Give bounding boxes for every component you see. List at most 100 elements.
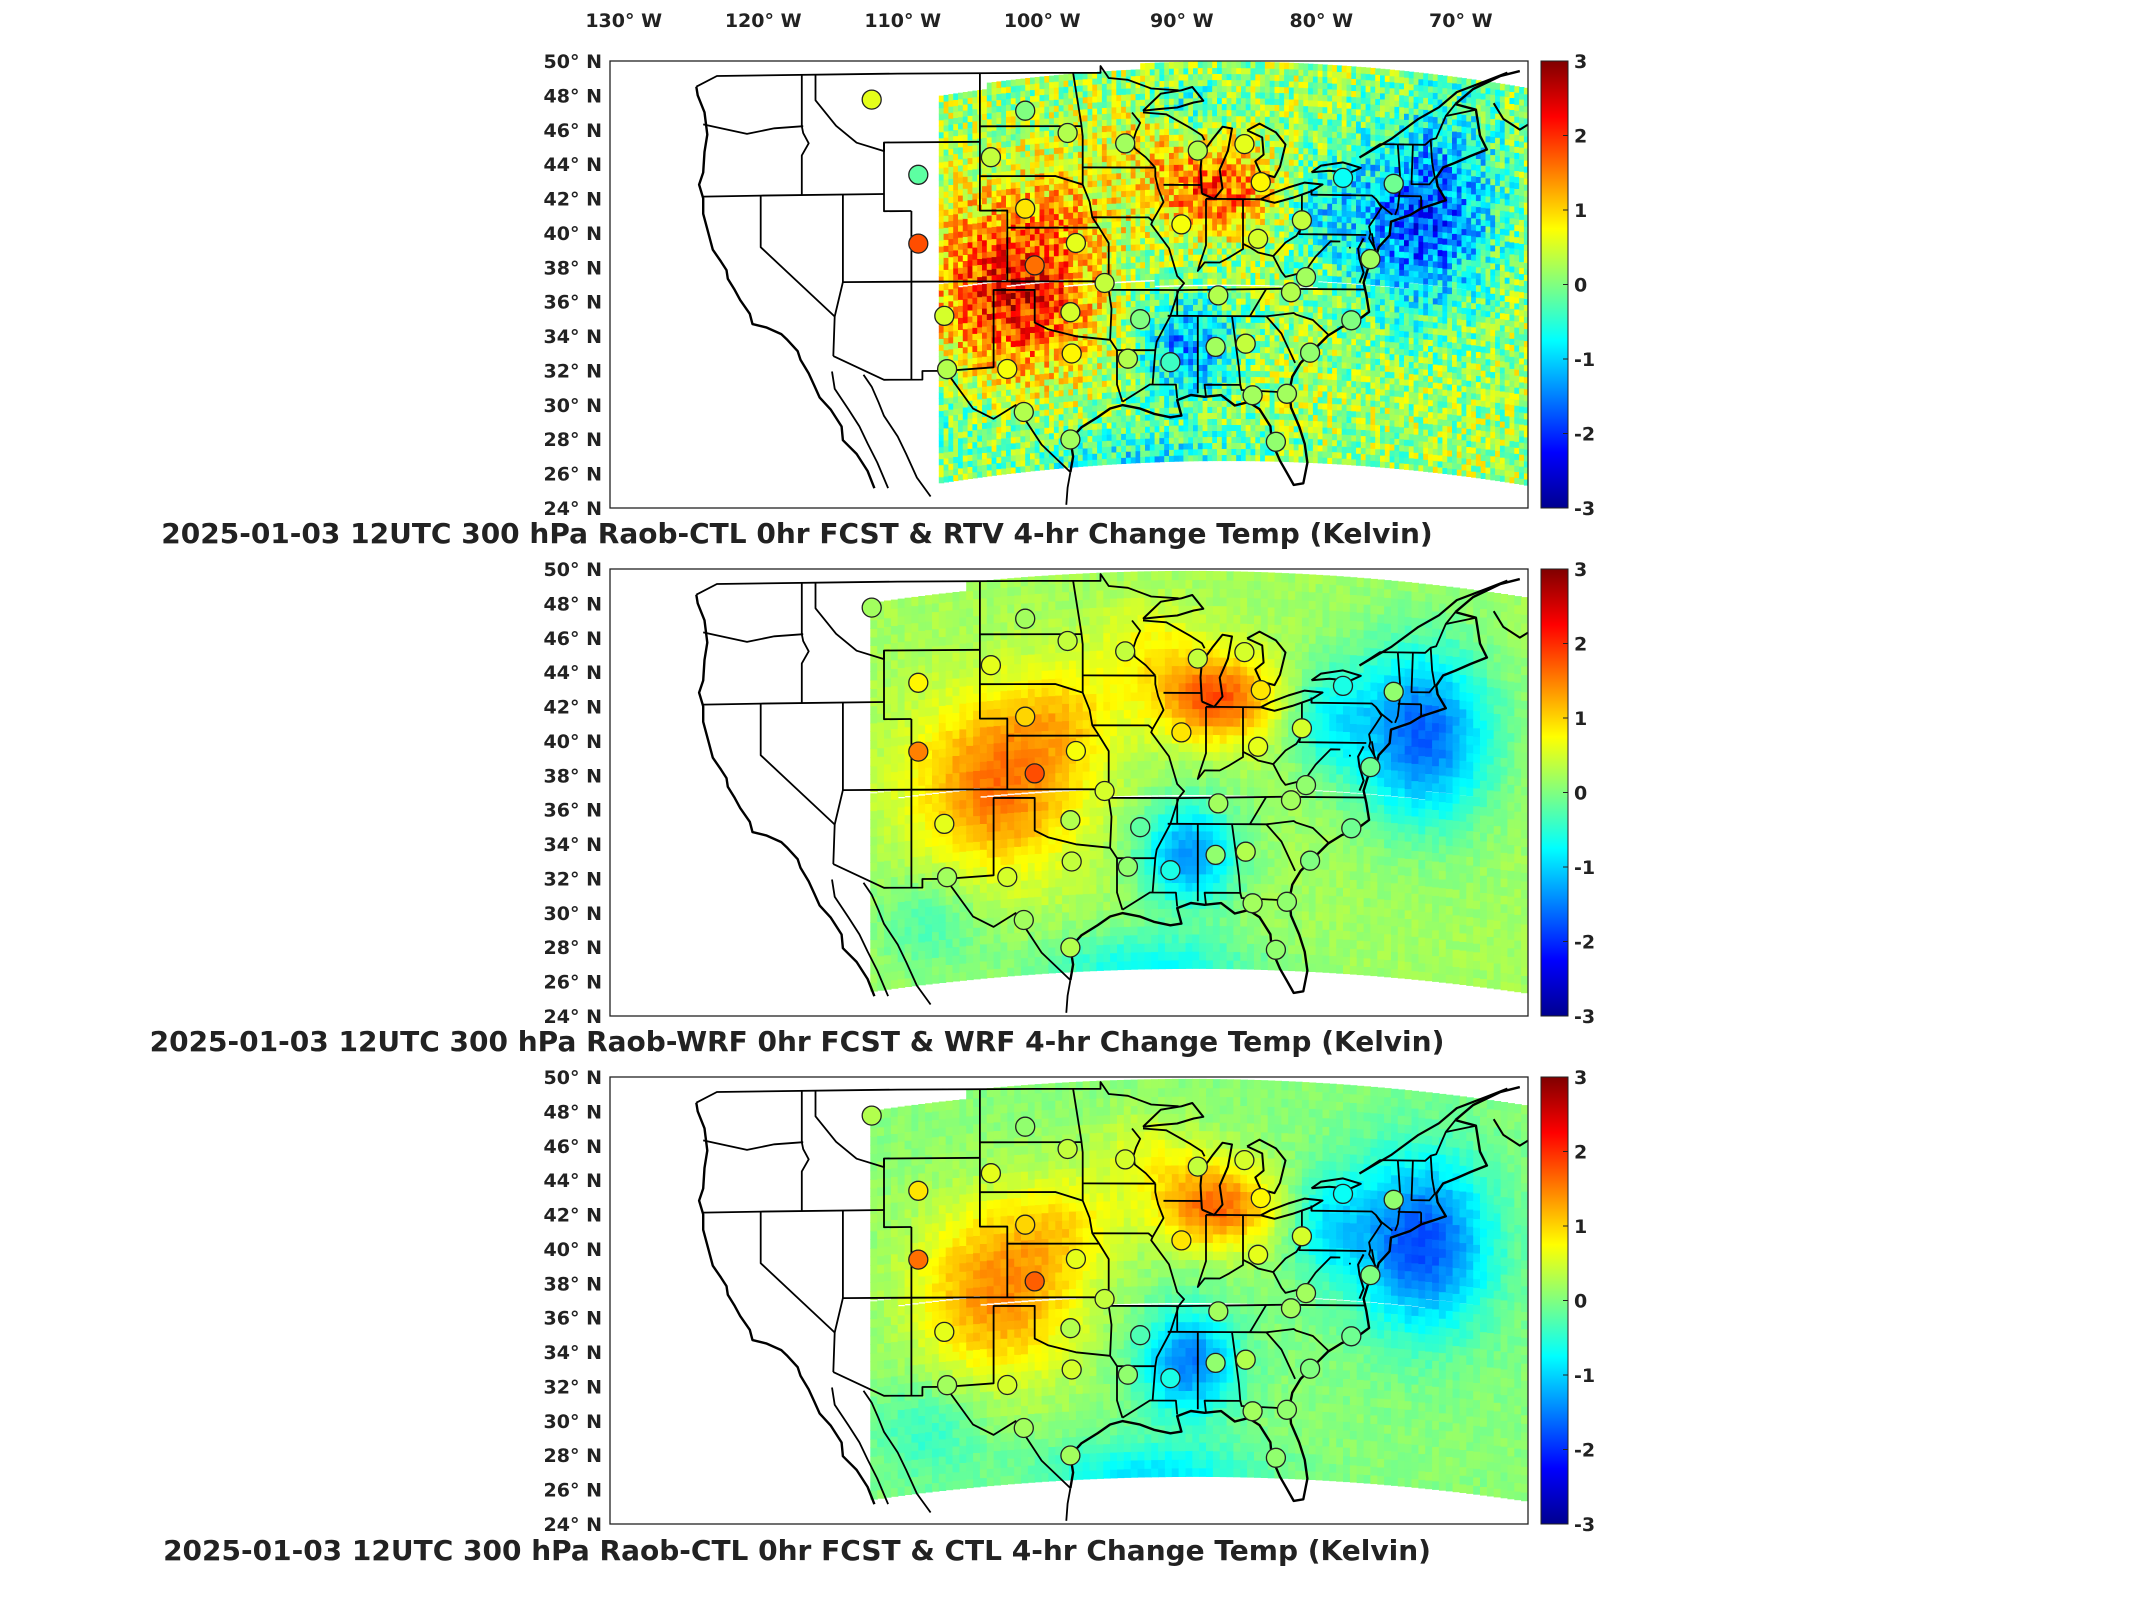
latitude-label: 36° N — [544, 1308, 602, 1330]
raob-station-marker — [1235, 1349, 1256, 1370]
raob-station-marker — [1015, 198, 1036, 219]
raob-station-marker — [908, 1180, 929, 1201]
raob-station-marker — [1013, 401, 1034, 423]
raob-station-marker — [1015, 100, 1036, 121]
raob-station-marker — [980, 147, 1002, 168]
raob-station-marker — [1235, 333, 1256, 354]
raob-station-marker — [1265, 939, 1287, 960]
raob-station-marker — [1024, 1271, 1045, 1292]
colorbar-tick-label: 1 — [1574, 708, 1587, 730]
raob-station-marker — [1160, 860, 1181, 881]
raob-station-marker — [1208, 1301, 1229, 1322]
longitude-label: 120° W — [725, 10, 802, 32]
raob-station-marker — [1065, 232, 1087, 254]
raob-station-marker — [934, 305, 955, 327]
raob-station-marker — [1160, 1368, 1181, 1389]
raob-station-marker — [908, 164, 929, 185]
raob-station-marker — [1015, 1214, 1036, 1235]
latitude-label: 50° N — [544, 1067, 602, 1089]
raob-station-marker — [1065, 1248, 1087, 1270]
raob-station-marker — [1060, 937, 1081, 958]
temperature-field — [870, 570, 1528, 994]
raob-station-marker — [908, 233, 929, 254]
colorbar-tick-label: -2 — [1574, 424, 1595, 446]
raob-station-marker — [1383, 173, 1404, 194]
raob-station-marker — [1060, 810, 1081, 831]
raob-station-marker — [936, 359, 958, 380]
latitude-label: 30° N — [544, 395, 602, 417]
raob-station-marker — [861, 89, 882, 110]
temperature-field — [870, 1078, 1528, 1502]
raob-station-marker — [1187, 1156, 1208, 1177]
latitude-label: 30° N — [544, 903, 602, 925]
latitude-labels: 50° N 48° N 46° N 44° N 42° N 40° N 38° N 36° N… — [544, 1067, 602, 1536]
latitude-label: 38° N — [544, 257, 602, 279]
latitude-label: 48° N — [544, 1101, 602, 1123]
raob-station-marker — [980, 1163, 1002, 1184]
raob-station-marker — [1015, 1116, 1036, 1137]
latitude-label: 46° N — [544, 1136, 602, 1158]
latitude-label: 34° N — [544, 1342, 602, 1364]
latitude-label: 46° N — [544, 628, 602, 650]
raob-station-marker — [1341, 818, 1362, 839]
raob-station-marker — [1265, 431, 1287, 452]
latitude-label: 30° N — [544, 1411, 602, 1433]
panel-ctl-change: 50° N 48° N 46° N 44° N 42° N 40° N 38° N 36° N… — [163, 1067, 1595, 1567]
raob-station-marker — [1205, 336, 1226, 358]
raob-station-marker — [1117, 856, 1139, 877]
panel-rtv-change: 50° N 48° N 46° N 44° N 42° N 40° N 38° N 36° N… — [161, 51, 1595, 550]
colorbar-tick-label: 1 — [1574, 200, 1587, 222]
latitude-label: 34° N — [544, 326, 602, 348]
latitude-label: 50° N — [544, 559, 602, 581]
longitude-label: 100° W — [1004, 10, 1081, 32]
raob-station-marker — [1341, 310, 1362, 331]
latitude-label: 38° N — [544, 765, 602, 787]
latitude-label: 38° N — [544, 1273, 602, 1295]
raob-station-marker — [1332, 167, 1354, 189]
raob-station-marker — [908, 672, 929, 693]
map-frame — [609, 60, 1529, 509]
colorbar-tick-label: 2 — [1574, 1142, 1587, 1164]
raob-station-marker — [1280, 790, 1302, 811]
raob-stations — [861, 89, 1404, 452]
latitude-label: 40° N — [544, 731, 602, 753]
raob-station-marker — [1360, 756, 1381, 778]
raob-station-marker — [1060, 302, 1081, 323]
raob-station-marker — [1383, 681, 1404, 702]
raob-station-marker — [980, 655, 1002, 676]
longitude-label: 110° W — [864, 10, 941, 32]
latitude-label: 50° N — [544, 51, 602, 73]
raob-station-marker — [1247, 228, 1269, 249]
latitude-label: 48° N — [544, 593, 602, 615]
raob-station-marker — [1117, 348, 1139, 369]
colorbar-tick-label: 3 — [1574, 559, 1587, 581]
longitude-label: 80° W — [1290, 10, 1354, 32]
map-boundaries — [695, 573, 1528, 1013]
panel-title: 2025-01-03 12UTC 300 hPa Raob-WRF 0hr FC… — [150, 1025, 1445, 1058]
raob-station-marker — [1360, 1264, 1381, 1286]
latitude-label: 44° N — [544, 154, 602, 176]
latitude-label: 26° N — [544, 972, 602, 994]
longitude-label: 130° W — [585, 10, 662, 32]
raob-station-marker — [997, 1374, 1018, 1396]
colorbar-tick-label: -3 — [1574, 1006, 1595, 1028]
raob-station-marker — [1130, 817, 1151, 838]
latitude-label: 26° N — [544, 464, 602, 486]
colorbar-tick-label: 2 — [1574, 126, 1587, 148]
raob-station-marker — [1235, 841, 1256, 862]
raob-station-marker — [1171, 722, 1192, 743]
latitude-label: 42° N — [544, 189, 602, 211]
raob-station-marker — [1060, 429, 1081, 450]
panel-title: 2025-01-03 12UTC 300 hPa Raob-CTL 0hr FC… — [163, 1534, 1431, 1567]
raob-station-marker — [1276, 383, 1298, 404]
latitude-label: 44° N — [544, 1170, 602, 1192]
colorbar-tick-label: -1 — [1574, 857, 1595, 879]
colorbar-tick-label: 2 — [1574, 634, 1587, 656]
raob-station-marker — [1247, 1244, 1269, 1265]
colorbar-tick-label: -2 — [1574, 932, 1595, 954]
raob-station-marker — [1247, 736, 1269, 757]
raob-station-marker — [1295, 1282, 1317, 1304]
map-frame — [609, 1076, 1529, 1525]
colorbar-tick-label: 0 — [1574, 1291, 1587, 1313]
